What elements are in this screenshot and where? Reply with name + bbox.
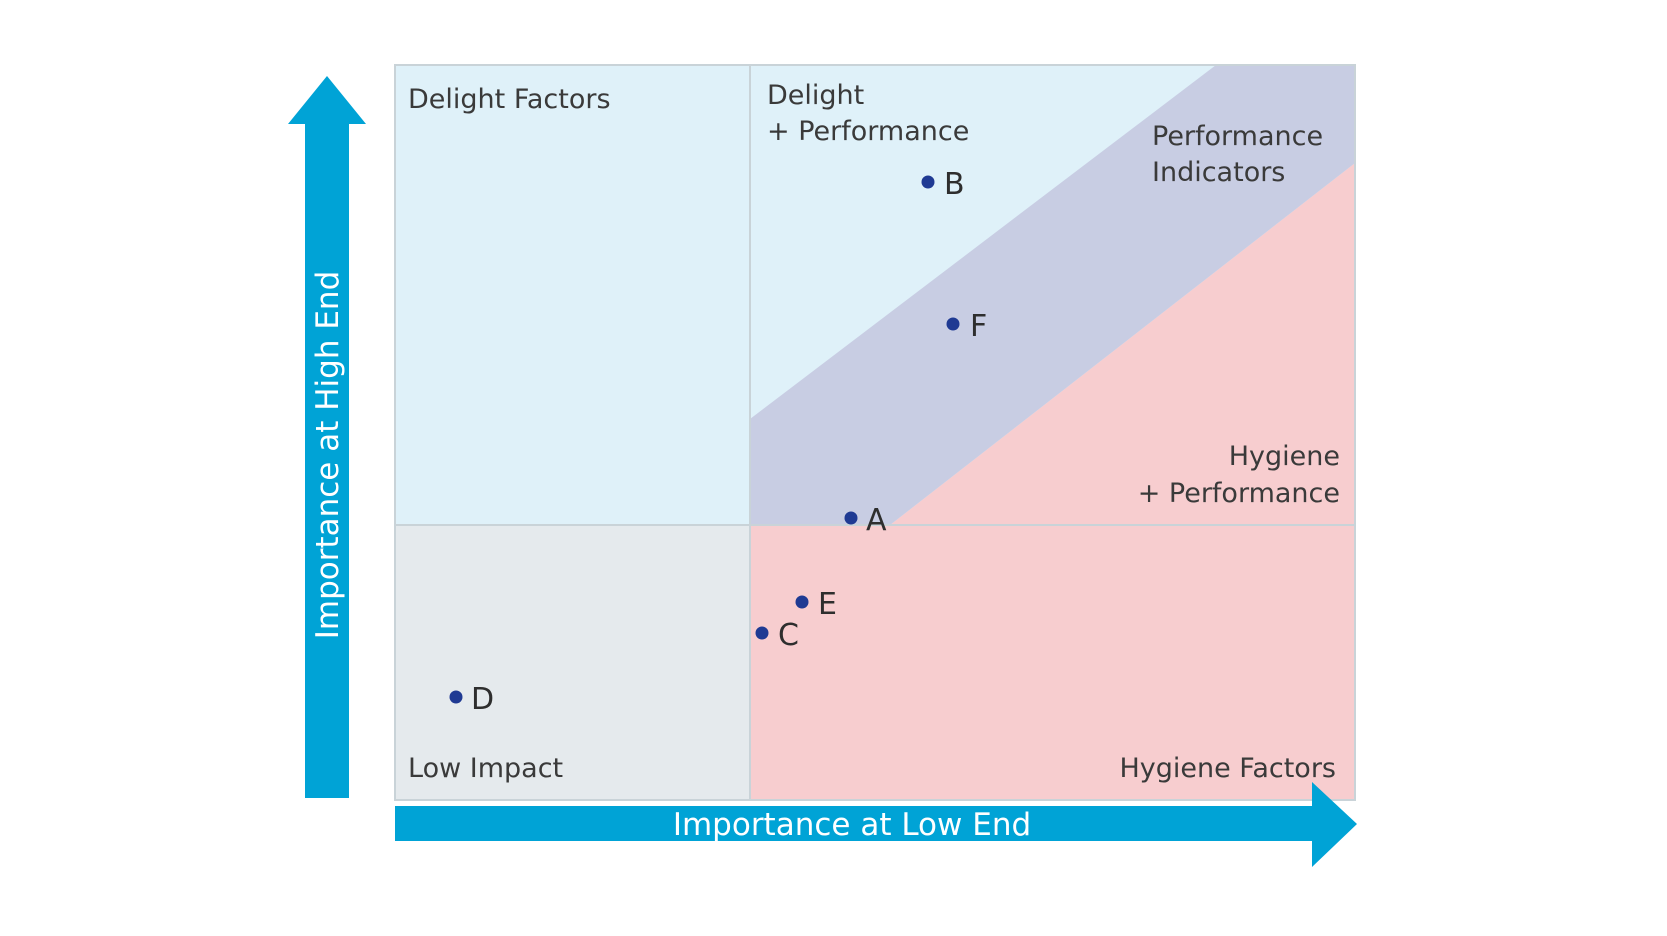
low-impact-region [395,525,750,800]
point-e: E [795,587,837,622]
delight-performance-label-line2: + Performance [767,116,969,147]
point-b: B [921,167,965,202]
delight-factors-label: Delight Factors [408,84,611,115]
point-d-marker [449,690,463,704]
point-c-marker [755,626,769,640]
delight-performance-label-line1: Delight [767,80,864,111]
y-axis-arrow [288,76,366,798]
point-a-marker [844,511,858,525]
low-impact-label: Low Impact [408,753,563,784]
point-b-label: B [944,167,965,202]
performance-indicators-region [750,65,1355,525]
matrix-border [394,64,1356,801]
point-f-label: F [970,309,987,344]
point-b-marker [921,175,935,189]
hygiene-performance-label-line1: Hygiene [1229,441,1340,472]
point-c-label: C [778,618,799,653]
point-c: C [755,618,799,653]
point-a-label: A [866,503,887,538]
y-axis-label: Importance at High End [310,271,346,640]
point-d-label: D [471,682,494,717]
point-d: D [449,682,494,717]
hygiene-factors-label: Hygiene Factors [1119,753,1336,784]
point-e-label: E [818,587,837,622]
point-e-marker [795,595,809,609]
performance-indicators-label-line1: Performance [1152,121,1323,152]
performance-indicators-label-line2: Indicators [1152,157,1285,188]
x-axis-arrow-body [395,806,1312,840]
point-a: A [844,503,887,538]
point-f-marker [946,317,960,331]
x-axis-label: Importance at Low End [673,807,1031,843]
hygiene-factors-region [750,525,1355,800]
point-f: F [946,309,987,344]
delight-factors-region [395,65,750,525]
hygiene-performance-label-line2: + Performance [1138,478,1340,509]
